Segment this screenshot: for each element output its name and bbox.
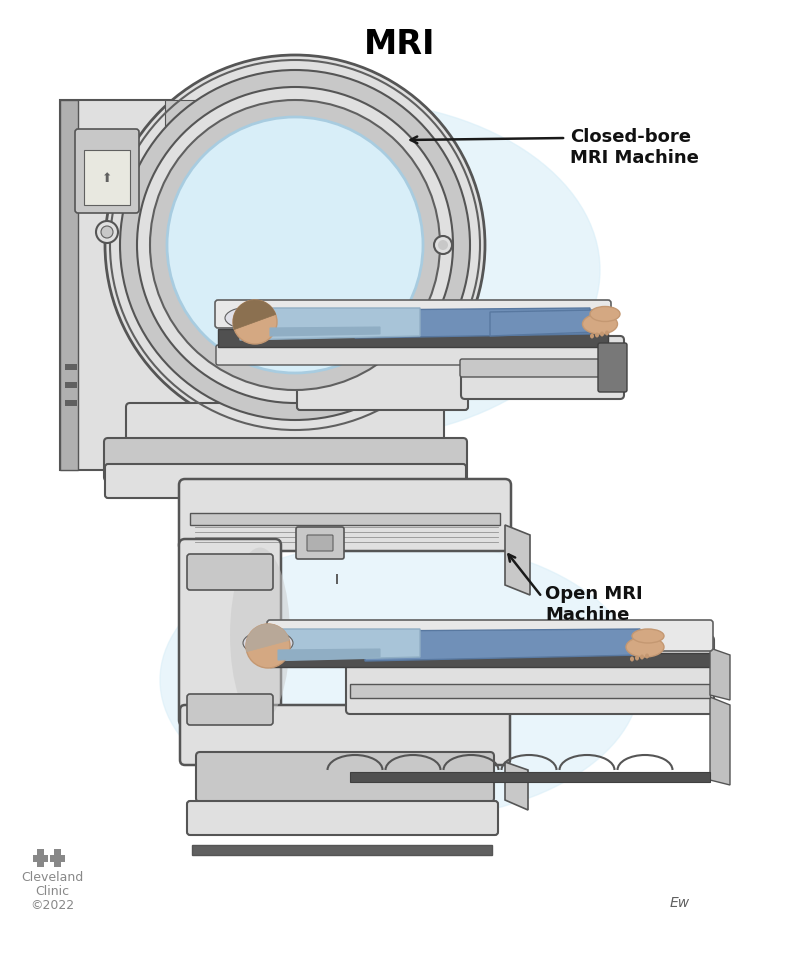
Polygon shape (60, 100, 200, 470)
FancyBboxPatch shape (179, 479, 511, 551)
Ellipse shape (590, 307, 620, 321)
Ellipse shape (635, 655, 639, 660)
Bar (192, 845, 492, 855)
Circle shape (120, 70, 470, 420)
FancyBboxPatch shape (346, 636, 714, 714)
FancyBboxPatch shape (75, 129, 139, 213)
Ellipse shape (600, 331, 604, 337)
Ellipse shape (605, 330, 609, 336)
Ellipse shape (645, 653, 649, 658)
FancyBboxPatch shape (180, 705, 510, 765)
Text: Open MRI
Machine: Open MRI Machine (545, 585, 642, 623)
Wedge shape (233, 300, 276, 329)
Bar (37, 849, 44, 867)
Polygon shape (365, 629, 640, 661)
FancyBboxPatch shape (296, 527, 344, 559)
Polygon shape (505, 762, 528, 810)
FancyBboxPatch shape (307, 535, 333, 551)
Ellipse shape (160, 540, 640, 820)
FancyBboxPatch shape (126, 403, 444, 461)
Ellipse shape (582, 314, 618, 334)
Bar (65, 382, 77, 388)
Circle shape (438, 240, 448, 250)
Polygon shape (260, 629, 420, 661)
Text: Cleveland: Cleveland (21, 871, 83, 884)
Circle shape (137, 87, 453, 403)
Ellipse shape (80, 100, 600, 440)
Circle shape (434, 236, 452, 254)
Circle shape (101, 226, 113, 238)
Bar (84, 150, 130, 205)
Bar (270, 653, 710, 667)
Bar (33, 855, 48, 862)
Polygon shape (710, 697, 730, 785)
Bar (336, 574, 338, 584)
Circle shape (233, 300, 277, 344)
FancyBboxPatch shape (216, 345, 608, 365)
Ellipse shape (626, 637, 664, 657)
Polygon shape (240, 308, 420, 340)
Text: MRI: MRI (364, 28, 436, 61)
Polygon shape (710, 648, 730, 700)
Bar (190, 513, 500, 525)
FancyBboxPatch shape (179, 539, 281, 726)
Text: ⬆: ⬆ (102, 172, 112, 185)
Ellipse shape (225, 307, 275, 329)
Ellipse shape (632, 629, 664, 643)
Ellipse shape (630, 656, 634, 661)
Circle shape (150, 100, 440, 390)
Text: Clinic: Clinic (35, 885, 69, 898)
Bar (54, 849, 61, 867)
Circle shape (96, 221, 118, 243)
Bar (60, 100, 78, 470)
Circle shape (246, 624, 290, 668)
Text: Ew: Ew (670, 896, 690, 910)
FancyBboxPatch shape (105, 464, 466, 498)
Bar (65, 364, 77, 370)
FancyBboxPatch shape (267, 620, 713, 651)
FancyBboxPatch shape (460, 359, 624, 377)
Polygon shape (165, 100, 200, 130)
FancyBboxPatch shape (215, 300, 611, 328)
Polygon shape (278, 649, 380, 660)
Polygon shape (490, 310, 595, 336)
Bar (65, 400, 77, 406)
FancyBboxPatch shape (297, 359, 468, 410)
Ellipse shape (243, 631, 293, 655)
Circle shape (167, 117, 423, 373)
Bar (50, 855, 65, 862)
Polygon shape (270, 327, 380, 336)
Ellipse shape (640, 654, 644, 659)
Wedge shape (246, 624, 290, 651)
FancyBboxPatch shape (196, 752, 494, 802)
Polygon shape (355, 308, 590, 338)
FancyBboxPatch shape (187, 554, 273, 590)
Bar (350, 684, 710, 698)
FancyBboxPatch shape (187, 694, 273, 725)
Bar (218, 329, 608, 347)
FancyBboxPatch shape (104, 438, 467, 481)
FancyBboxPatch shape (187, 801, 498, 835)
FancyBboxPatch shape (461, 336, 624, 399)
Ellipse shape (590, 334, 594, 339)
Text: ©2022: ©2022 (30, 899, 74, 912)
Text: Closed-bore
MRI Machine: Closed-bore MRI Machine (570, 128, 699, 166)
FancyBboxPatch shape (598, 343, 627, 392)
Bar (350, 772, 710, 782)
Circle shape (105, 55, 485, 435)
Ellipse shape (595, 332, 599, 338)
Ellipse shape (230, 548, 290, 722)
Polygon shape (505, 525, 530, 595)
